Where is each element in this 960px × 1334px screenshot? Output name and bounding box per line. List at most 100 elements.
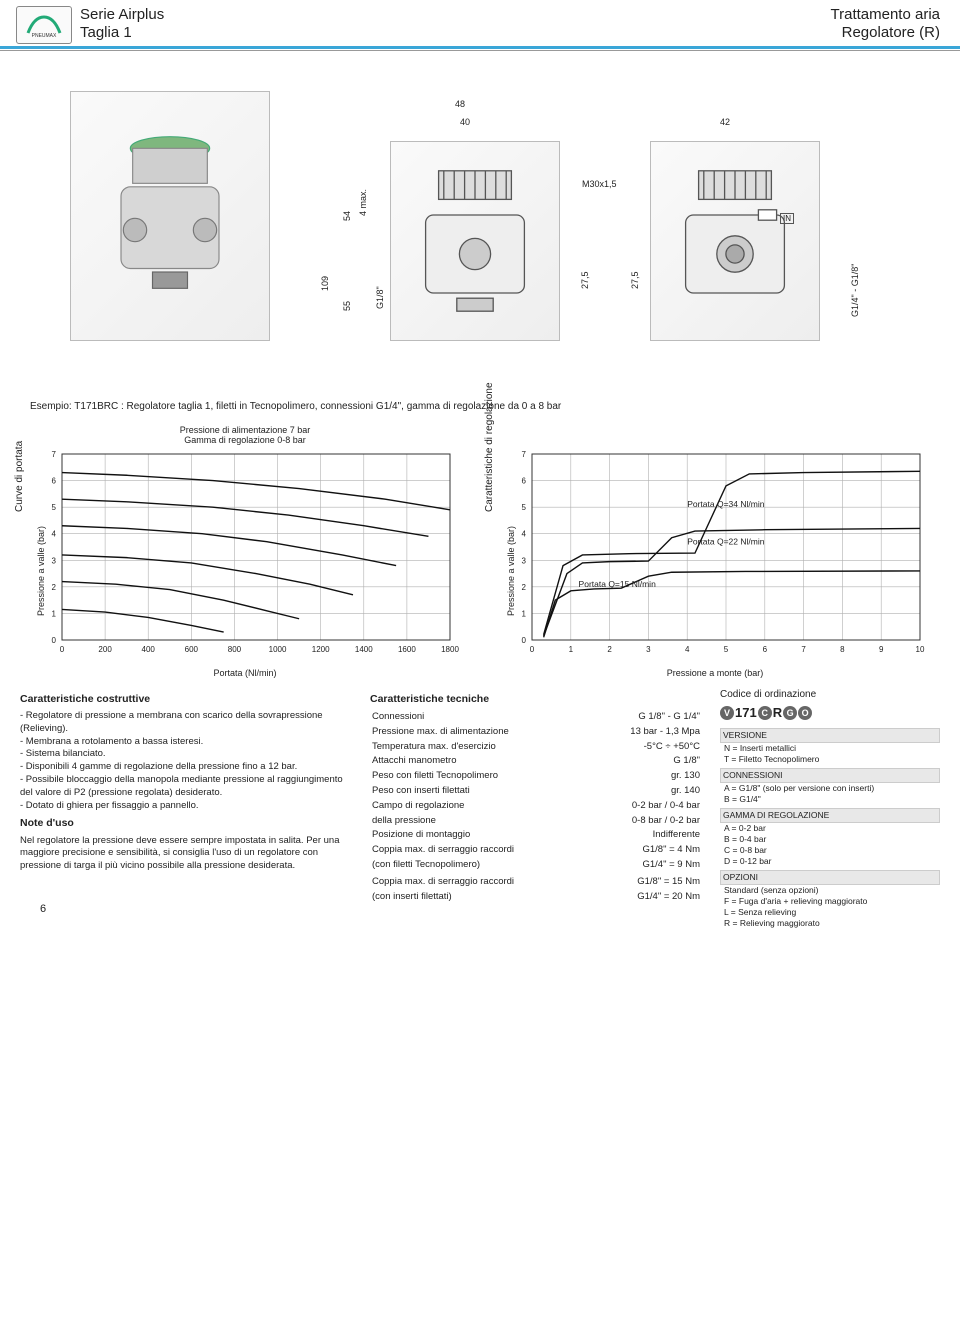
svg-text:2: 2 [52,583,57,592]
dim-thread: M30x1,5 [582,179,617,189]
ordering-code: V 171 C R G O [720,705,940,722]
tech-label: Posizione di montaggio [370,828,591,843]
chart2-side-title: Caratteristiche di regolazione [484,382,495,512]
svg-text:6: 6 [763,645,768,654]
technical-drawings: 48 40 42 M30x1,5 109 54 4 max. 55 G1/8" … [20,51,940,391]
svg-text:0: 0 [60,645,65,654]
table-row: Peso con inserti filettatigr. 140 [370,784,702,799]
table-row: ConnessioniG 1/8" - G 1/4" [370,710,702,725]
lower-section: Caratteristiche costruttive - Regolatore… [20,688,940,930]
tech-label: Attacchi manometro [370,754,591,769]
code-ph-o: O [798,706,812,720]
tech-label: Coppia max. di serraggio raccordi [370,843,591,858]
series-label: Portata Q=34 Nl/min [687,499,765,509]
dim-port-right: G1/4" - G1/8" [850,264,860,317]
tech-label: Peso con inserti filettati [370,784,591,799]
dim-half-w2: 27,5 [630,271,640,289]
chart2-plot: 01234567891001234567Portata Q=34 Nl/minP… [490,446,930,666]
header-rule-blue [0,46,960,49]
dim-in-label: IN [780,213,794,224]
tech-value: gr. 130 [591,769,702,784]
svg-text:600: 600 [185,645,199,654]
header-right: Trattamento aria Regolatore (R) [831,6,941,42]
svg-text:5: 5 [52,503,57,512]
chart1-title-line2: Gamma di regolazione 0-8 bar [184,435,306,445]
tech-value: 0-8 bar / 0-2 bar [591,814,702,829]
logo-icon: PNEUMAX [24,11,64,39]
svg-text:8: 8 [840,645,845,654]
constructive-item: - Disponibili 4 gamme di regolazione del… [20,761,352,774]
technical-table: ConnessioniG 1/8" - G 1/4"Pressione max.… [370,710,702,905]
charts-row: Curve di portata Pressione di alimentazi… [20,426,940,678]
tech-label: Coppia max. di serraggio raccordi [370,875,591,890]
series-label: Portata Q=15 Nl/min [579,579,657,589]
svg-text:4: 4 [52,529,57,538]
ordering-option: Standard (senza opzioni) [720,885,940,896]
tech-value: -5°C ÷ +50°C [591,740,702,755]
svg-text:5: 5 [522,503,527,512]
ordering-option: F = Fuga d'aria + relieving maggiorato [720,896,940,907]
page-number: 6 [40,903,46,915]
table-row: Coppia max. di serraggio raccordiG1/8" =… [370,875,702,890]
dim-h-upper: 54 [342,211,352,221]
flow-chart: Curve di portata Pressione di alimentazi… [20,426,470,678]
chart1-plot: 0200400600800100012001400160018000123456… [20,446,460,666]
dim-h-knob: 4 max. [358,189,368,216]
notes-text: Nel regolatore la pressione deve essere … [20,835,352,873]
dim-top-inner: 40 [460,117,470,127]
svg-text:9: 9 [879,645,884,654]
table-row: Attacchi manometroG 1/8" [370,754,702,769]
ordering-option: A = 0-2 bar [720,823,940,834]
svg-text:0: 0 [530,645,535,654]
svg-text:1200: 1200 [312,645,330,654]
svg-text:800: 800 [228,645,242,654]
regulation-chart: Caratteristiche di regolazione 012345678… [490,426,940,678]
svg-text:5: 5 [724,645,729,654]
svg-text:7: 7 [801,645,806,654]
category-line1: Trattamento aria [831,6,941,24]
code-fixed-171: 171 [735,705,757,722]
tech-label: Campo di regolazione [370,799,591,814]
side-view-drawing [650,141,820,341]
table-row: Coppia max. di serraggio raccordiG1/8" =… [370,843,702,858]
svg-text:0: 0 [522,636,527,645]
ordering-section-head: CONNESSIONI [720,768,940,783]
constructive-heading: Caratteristiche costruttive [20,692,352,706]
ordering-section-head: OPZIONI [720,870,940,885]
technical-column: Caratteristiche tecniche ConnessioniG 1/… [370,688,702,930]
ordering-section-head: GAMMA DI REGOLAZIONE [720,808,940,823]
ordering-option: C = 0-8 bar [720,845,940,856]
example-text: Esempio: T171BRC : Regolatore taglia 1, … [30,401,930,412]
ordering-option: B = G1/4" [720,794,940,805]
constructive-item: - Dotato di ghiera per fissaggio a panne… [20,800,352,813]
svg-text:6: 6 [52,476,57,485]
constructive-item: - Sistema bilanciato. [20,748,352,761]
category-line2: Regolatore (R) [831,24,941,42]
table-row: della pressione0-8 bar / 0-2 bar [370,814,702,829]
svg-text:4: 4 [685,645,690,654]
constructive-item: - Regolatore di pressione a membrana con… [20,710,352,736]
svg-text:6: 6 [522,476,527,485]
chart1-ylabel: Pressione a valle (bar) [36,526,46,616]
table-row: Peso con filetti Tecnopolimerogr. 130 [370,769,702,784]
table-row: (con inserti filettati)G1/4" = 20 Nm [370,890,702,905]
tech-value: gr. 140 [591,784,702,799]
svg-text:200: 200 [98,645,112,654]
svg-text:1400: 1400 [355,645,373,654]
svg-text:1: 1 [52,609,57,618]
tech-label: della pressione [370,814,591,829]
tech-value: 13 bar - 1,3 Mpa [591,725,702,740]
size-name: Taglia 1 [80,24,164,42]
ordering-option: R = Relieving maggiorato [720,918,940,929]
svg-text:0: 0 [52,636,57,645]
tech-value: G1/8" = 4 Nm [591,843,702,858]
product-photo [70,91,270,341]
notes-heading: Note d'uso [20,816,352,830]
tech-value: G 1/8" [591,754,702,769]
tech-value: Indifferente [591,828,702,843]
svg-text:3: 3 [52,556,57,565]
dim-top-right: 42 [720,117,730,127]
svg-text:2: 2 [522,583,527,592]
technical-heading: Caratteristiche tecniche [370,692,702,706]
tech-value: G 1/8" - G 1/4" [591,710,702,725]
